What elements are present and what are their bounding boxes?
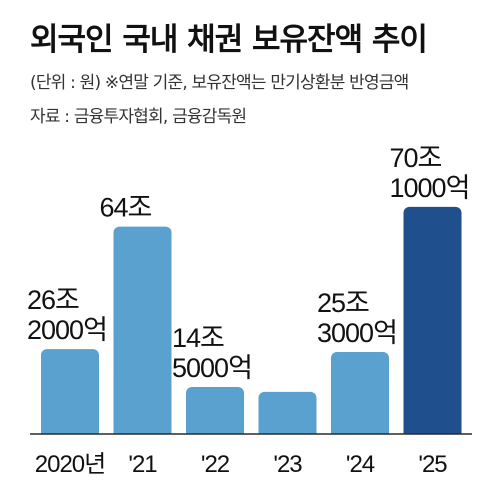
bar-value-label-5-1: 1000억 (390, 173, 470, 203)
bar-4 (331, 352, 389, 440)
bar-3 (258, 391, 317, 440)
bar-value-label-2-0: 14조 (172, 323, 224, 353)
bar-2 (186, 387, 244, 440)
x-tick-label-2: '22 (201, 451, 230, 478)
x-tick-label-3: '23 (273, 451, 302, 478)
x-tick-label-5: '25 (418, 451, 447, 478)
bar-value-label-0-0: 26조 (27, 285, 79, 315)
bar-0 (41, 349, 99, 440)
bar-1 (113, 226, 172, 440)
source-note: 자료 : 금융투자협회, 금융감독원 (30, 107, 247, 127)
bar-value-label-0-1: 2000억 (27, 315, 107, 345)
bar-value-label-4-1: 3000억 (317, 318, 397, 348)
unit-note: (단위 : 원) ※연말 기준, 보유잔액는 만기상환분 반영금액 (30, 73, 409, 93)
bar-5 (403, 206, 462, 440)
chart-title: 외국인 국내 채권 보유잔액 추이 (30, 22, 428, 58)
bar-value-label-5-0: 70조 (390, 143, 442, 173)
x-tick-label-1: '21 (128, 451, 157, 478)
bar-value-label-1-0: 64조 (100, 193, 152, 223)
bar-value-label-2-1: 5000억 (172, 353, 252, 383)
x-tick-label-4: '24 (346, 451, 375, 478)
bar-value-label-4-0: 25조 (317, 288, 369, 318)
x-tick-label-0: 2020년 (35, 451, 105, 478)
baseline-mask (0, 434, 500, 442)
